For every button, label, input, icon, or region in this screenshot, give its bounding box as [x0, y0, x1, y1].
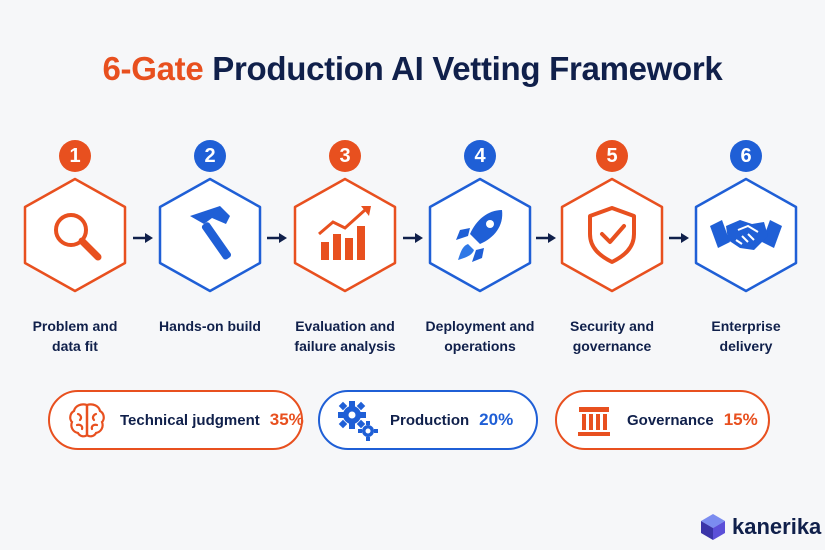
- page-title: 6-Gate Production AI Vetting Framework: [0, 50, 825, 88]
- gate-number: 4: [464, 140, 496, 172]
- hammer-icon: [190, 206, 232, 260]
- shield-check-icon: [588, 206, 636, 264]
- title-accent: 6-Gate: [102, 50, 204, 87]
- arrow-right-icon: [267, 233, 287, 243]
- gate-hexagon: [560, 177, 664, 293]
- gate-hexagon: [428, 177, 532, 293]
- title-rest: Production AI Vetting Framework: [212, 50, 723, 87]
- weight-value: 15%: [723, 410, 758, 429]
- weight-value: 20%: [479, 410, 514, 429]
- arrow-right-icon: [403, 233, 423, 243]
- weight-pill-production: Production 20%: [318, 390, 538, 450]
- gate-number: 6: [730, 140, 762, 172]
- brand-name: kanerika: [732, 514, 822, 539]
- arrow-right-icon: [669, 233, 689, 243]
- weight-pill-technical-judgment: Technical judgment 35%: [48, 390, 304, 450]
- gate-label: Deployment and operations: [425, 318, 535, 354]
- brand-logo: kanerika: [700, 512, 821, 542]
- gate-label: Enterprise delivery: [711, 318, 781, 354]
- gate-hexagon: [293, 177, 397, 293]
- gate-hexagon: [23, 177, 127, 293]
- brain-icon: [69, 403, 105, 438]
- arrow-right-icon: [133, 233, 153, 243]
- weight-pill-governance: Governance 15%: [555, 390, 770, 450]
- gate-number: 5: [596, 140, 628, 172]
- gate-label: Security and governance: [569, 318, 655, 354]
- rocket-icon: [456, 210, 503, 262]
- weight-label: Production: [390, 411, 470, 429]
- arrow-right-icon: [536, 233, 556, 243]
- cube-logo-icon: [701, 514, 725, 540]
- handshake-icon: [710, 220, 782, 250]
- magnifier-icon: [54, 213, 102, 261]
- gate-hexagon: [694, 177, 798, 293]
- gate-label: Evaluation and failure analysis: [294, 318, 396, 354]
- gate-label: Problem and data fit: [32, 318, 118, 354]
- gate-hexagon: [158, 177, 262, 293]
- weight-value: 35%: [269, 410, 304, 429]
- gate-number: 2: [194, 140, 226, 172]
- gate-number: 1: [59, 140, 91, 172]
- gate-number: 3: [329, 140, 361, 172]
- pillar-building-icon: [578, 407, 610, 436]
- gears-icon: [338, 401, 378, 441]
- growth-chart-icon: [318, 206, 371, 260]
- weight-label: Governance: [627, 411, 714, 429]
- weight-label: Technical judgment: [120, 411, 260, 429]
- gate-label: Hands-on build: [159, 318, 261, 334]
